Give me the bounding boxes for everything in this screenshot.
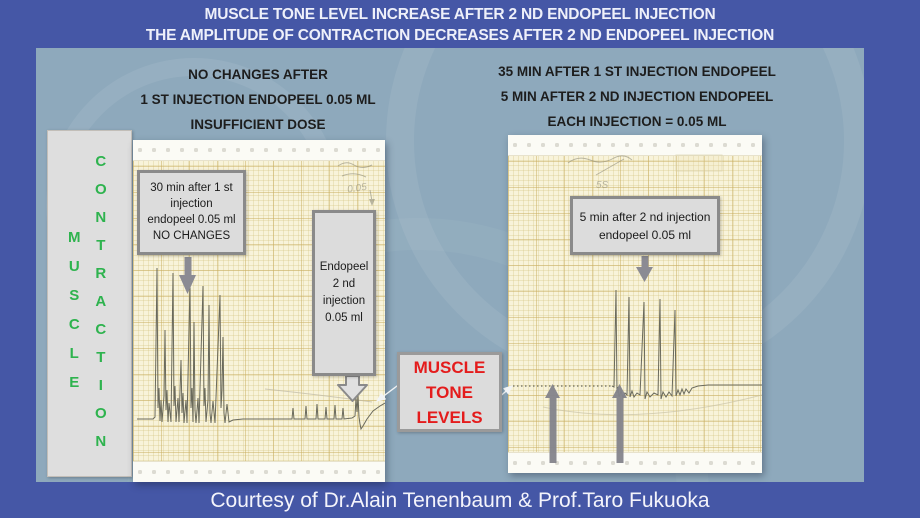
- handwriting-stamp: [675, 154, 723, 172]
- pencil-line: [542, 394, 762, 416]
- callout-second-injection: Endopeel 2 nd injection 0.05 ml: [312, 210, 376, 376]
- muscle-tone-levels-box: MUSCLE TONE LEVELS: [397, 352, 502, 432]
- callout-no-changes: 30 min after 1 st injection endopeel 0.0…: [137, 170, 246, 255]
- vertical-letter-l: L: [69, 345, 79, 362]
- vertical-letter-i: I: [98, 376, 103, 394]
- handwriting-text: 5S: [596, 180, 609, 191]
- vertical-letter-c: C: [95, 320, 107, 338]
- vertical-letter-u: U: [68, 258, 80, 275]
- vertical-letter-o: O: [95, 404, 107, 422]
- tone-level-up-arrow: [612, 384, 627, 463]
- vertical-letter-e: E: [69, 374, 80, 391]
- handwriting-text: 0.05: [347, 182, 368, 196]
- vertical-letter-m: M: [68, 229, 81, 246]
- emg-trace: [137, 267, 385, 431]
- chart-perforation-strip: [133, 461, 385, 482]
- chart-perforation-strip: [508, 452, 762, 473]
- vertical-letter-a: A: [95, 292, 107, 310]
- emg-trace: [611, 289, 762, 400]
- handwriting-scribble: 0.05: [337, 162, 375, 206]
- handwriting-scribble: 5S: [567, 154, 723, 191]
- vertical-letter-s: S: [69, 287, 80, 304]
- left-emg-trace-svg: 0.05: [137, 162, 385, 431]
- vertical-letter-n: N: [95, 432, 107, 450]
- courtesy-credit: Courtesy of Dr.Alain Tenenbaum & Prof.Ta…: [210, 489, 710, 512]
- vertical-letter-n: N: [95, 208, 107, 226]
- right-section-header: 35 MIN AFTER 1 ST INJECTION ENDOPEEL 5 M…: [498, 64, 776, 129]
- tone-level-up-arrow: [545, 384, 560, 463]
- slide-title: MUSCLE TONE LEVEL INCREASE AFTER 2 ND EN…: [145, 6, 775, 44]
- right-emg-chart: 5S: [508, 135, 762, 473]
- vertical-letter-c: C: [95, 152, 107, 170]
- vertical-letter-t: T: [96, 236, 106, 254]
- chart-perforation-strip: [508, 135, 762, 156]
- vertical-letter-r: R: [95, 264, 107, 282]
- vertical-letter-c: C: [68, 316, 80, 333]
- vertical-letter-t: T: [96, 348, 106, 366]
- vertical-letter-o: O: [95, 180, 107, 198]
- right-emg-trace-svg: 5S: [513, 154, 762, 463]
- callout-five-min-after: 5 min after 2 nd injection endopeel 0.05…: [570, 196, 720, 255]
- left-section-header: NO CHANGES AFTER 1 ST INJECTION ENDOPEEL…: [140, 67, 376, 132]
- chart-perforation-strip: [133, 140, 385, 161]
